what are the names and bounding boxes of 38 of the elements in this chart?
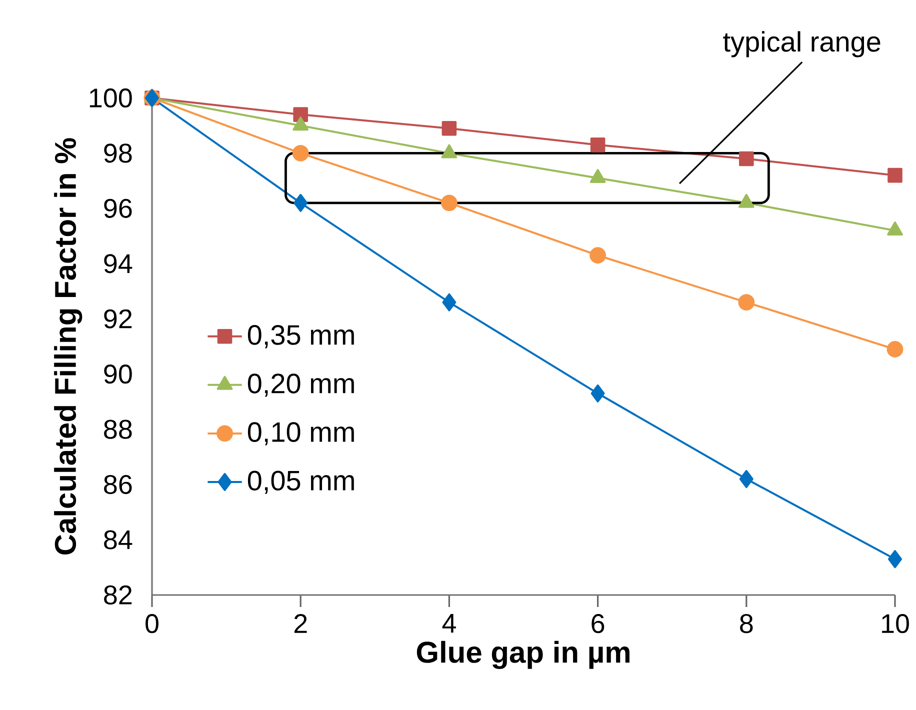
legend-label: 0,35 mm [248, 325, 354, 348]
point [888, 168, 902, 183]
legend-label: 0,20 mm [248, 374, 354, 397]
x-tick-label: 10 [882, 614, 909, 634]
y-tick-label: 94 [104, 254, 132, 274]
point [888, 550, 902, 568]
x-tick-label: 0 [146, 614, 158, 634]
point [590, 384, 605, 402]
point [590, 247, 606, 264]
y-tick-label: 82 [104, 585, 132, 605]
y-tick-label: 92 [104, 309, 132, 328]
text: typical range [723, 31, 880, 58]
x-tick-label: 2 [294, 614, 307, 633]
x-tick-label: 6 [592, 614, 604, 634]
y-tick-label: 84 [104, 530, 132, 550]
point [590, 138, 606, 152]
point [441, 194, 458, 212]
point [294, 194, 308, 212]
point [738, 294, 755, 311]
y-tick-label: 98 [104, 144, 132, 163]
legend-label: 0,05 mm [248, 470, 354, 494]
x-tick-label: 8 [740, 614, 753, 634]
y-tick-label: 86 [104, 474, 132, 494]
y-axis-title: Calculated Filling Factor in % [54, 138, 82, 554]
x-axis-title: Glue gap in µm [416, 640, 630, 670]
point [292, 145, 309, 162]
point [293, 107, 308, 122]
legend-label: 0,10 mm [248, 422, 354, 446]
x-tick-label: 4 [442, 614, 456, 633]
y-tick-label: 90 [104, 364, 132, 384]
y-tick-label: 88 [104, 420, 132, 439]
point [442, 293, 456, 312]
point [886, 341, 904, 358]
y-tick-label: 96 [104, 198, 132, 218]
point [739, 151, 754, 166]
point [442, 120, 457, 136]
y-tick-label: 100 [90, 88, 132, 108]
point [739, 470, 754, 488]
